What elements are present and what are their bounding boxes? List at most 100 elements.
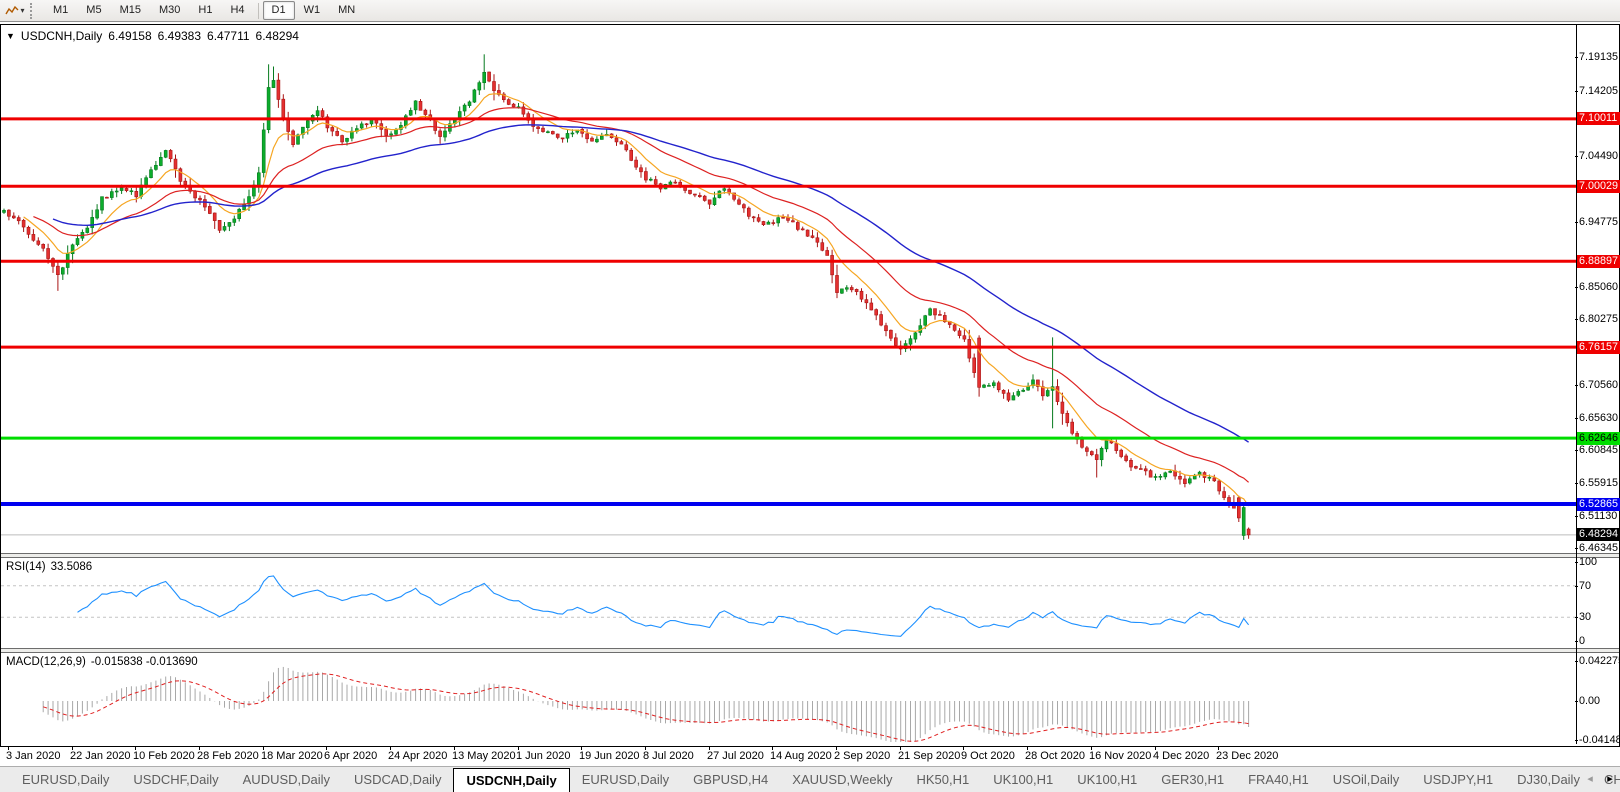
timeframe-button-w1[interactable]: W1 (303, 4, 321, 16)
date-label: 28 Oct 2020 (1025, 750, 1085, 762)
ohlc-close: 6.48294 (255, 29, 299, 43)
price-tick-label: 6.94775 (1575, 216, 1619, 228)
ohlc-open: 6.49158 (108, 29, 152, 43)
date-label: 2 Sep 2020 (834, 750, 891, 762)
timeframe-button-m1[interactable]: M1 (53, 4, 69, 16)
pane-splitter[interactable] (1, 553, 1619, 558)
chart-tab-usdchf-daily[interactable]: USDCHF,Daily (133, 772, 219, 787)
chart-tab-audusd-daily[interactable]: AUDUSD,Daily (242, 772, 331, 787)
date-label: 6 Apr 2020 (324, 750, 378, 762)
chart-tab-uk100-h1[interactable]: UK100,H1 (1077, 772, 1138, 787)
scroll-tabs-left-icon[interactable]: ◂ (1587, 773, 1593, 785)
toolbar-grip[interactable] (30, 2, 37, 19)
chart-tab-fra40-h1[interactable]: FRA40,H1 (1248, 772, 1309, 787)
timeframe-button-mn[interactable]: MN (338, 4, 356, 16)
timeframe-button-d1[interactable]: D1 (262, 1, 295, 20)
price-tick-label: 6.46345 (1575, 542, 1619, 554)
price-tick-label: 6.55915 (1575, 477, 1619, 489)
ohlc-high: 6.49383 (157, 29, 202, 43)
rsi-indicator-pane[interactable] (1, 558, 1576, 648)
chart-tab-usdcnh-daily[interactable]: USDCNH,Daily (453, 768, 570, 792)
timeframe-toolbar: ▾ M1 M5 M15 M30 H1 H4 D1 W1 MN (0, 0, 1620, 22)
candlestick-chart[interactable] (1, 25, 1576, 553)
timeframe-buttons: M1 M5 M15 M30 H1 H4 D1 W1 MN (44, 1, 364, 20)
scroll-tabs-right-icon[interactable]: ▸ (1607, 773, 1613, 785)
hline-price-badge: 6.62646 (1577, 432, 1620, 445)
chart-indicator-icon[interactable]: ▾ (4, 2, 26, 20)
chart-tab-gbpusd-h4[interactable]: GBPUSD,H4 (693, 772, 769, 787)
hline-price-badge: 7.10011 (1577, 112, 1620, 125)
rsi-tick-label: 0 (1575, 635, 1619, 647)
time-tick (772, 747, 773, 750)
time-scale[interactable]: 3 Jan 2020 22 Jan 2020 10 Feb 2020 28 Feb 2… (0, 747, 1620, 765)
pane-splitter[interactable] (1, 648, 1619, 653)
date-label: 10 Feb 2020 (133, 750, 195, 762)
time-tick (1091, 747, 1092, 750)
time-tick (263, 747, 264, 750)
chart-window: ▼ USDCNH,Daily 6.49158 6.49383 6.47711 6… (0, 24, 1620, 747)
timeframe-button-h1[interactable]: H1 (198, 4, 213, 16)
time-tick (1027, 747, 1028, 750)
rsi-tick-label: 30 (1575, 611, 1619, 623)
symbol-caret-icon[interactable]: ▼ (6, 31, 15, 41)
time-tick (1218, 747, 1219, 750)
date-label: 8 Jul 2020 (643, 750, 694, 762)
date-label: 19 Jun 2020 (579, 750, 640, 762)
rsi-name: RSI(14) (6, 561, 46, 573)
chart-tab-usdjpy-h1[interactable]: USDJPY,H1 (1423, 772, 1494, 787)
price-tick-label: 7.04490 (1575, 150, 1619, 162)
chart-tab-usdcad-daily[interactable]: USDCAD,Daily (354, 772, 442, 787)
time-tick (581, 747, 582, 750)
zigzag-icon (5, 5, 19, 14)
hline-price-badge: 6.52865 (1577, 498, 1620, 511)
hline-price-badge: 6.76157 (1577, 341, 1620, 354)
time-tick (836, 747, 837, 750)
chart-tab-hk50-h1[interactable]: HK50,H1 (916, 772, 970, 787)
time-tick (518, 747, 519, 750)
macd-indicator-pane[interactable] (1, 653, 1576, 744)
time-tick (72, 747, 73, 750)
time-tick (454, 747, 455, 750)
date-label: 13 May 2020 (452, 750, 516, 762)
timeframe-button-m15[interactable]: M15 (119, 4, 141, 16)
ohlc-low: 6.47711 (207, 29, 250, 43)
time-tick (8, 747, 9, 750)
macd-name: MACD(12,26,9) (6, 656, 86, 668)
date-label: 4 Dec 2020 (1153, 750, 1210, 762)
timeframe-button-h4[interactable]: H4 (230, 4, 245, 16)
date-label: 21 Sep 2020 (898, 750, 961, 762)
chart-tab-eurusd-daily[interactable]: EURUSD,Daily (581, 772, 670, 787)
time-tick (1155, 747, 1156, 750)
date-label: 14 Aug 2020 (770, 750, 832, 762)
rsi-tick-label: 100 (1575, 556, 1619, 568)
price-tick-label: 6.85060 (1575, 281, 1619, 293)
macd-values: -0.015838 -0.013690 (90, 656, 198, 668)
time-tick (963, 747, 964, 750)
macd-tick-label: 0.00 (1575, 695, 1619, 707)
chart-tab-dj30-daily[interactable]: DJ30,Daily (1517, 772, 1580, 787)
time-tick (326, 747, 327, 750)
price-tick-label: 6.51130 (1575, 510, 1618, 522)
chart-tab-uk100-h1[interactable]: UK100,H1 (993, 772, 1054, 787)
chart-tab-eurusd-daily[interactable]: EURUSD,Daily (22, 772, 110, 787)
date-label: 28 Feb 2020 (197, 750, 259, 762)
timeframe-button-m30[interactable]: M30 (158, 4, 181, 16)
macd-tick-label: 0.042275 (1575, 655, 1620, 667)
time-tick (390, 747, 391, 750)
time-tick (900, 747, 901, 750)
chart-tab-usoil-daily[interactable]: USOil,Daily (1332, 772, 1400, 787)
chart-tab-china300-h1[interactable]: CHINA300,H1 (1603, 772, 1620, 787)
macd-label: MACD(12,26,9) -0.015838 -0.013690 (6, 656, 198, 668)
rsi-label: RSI(14) 33.5086 (6, 561, 92, 573)
timeframe-button-m5[interactable]: M5 (86, 4, 102, 16)
tab-scroll-arrows: ◂ ▸ (1583, 770, 1617, 788)
macd-tick-label: -0.04148 (1575, 734, 1620, 746)
chart-tab-bar: EURUSD,Daily USDCHF,Daily AUDUSD,Daily USDC… (0, 766, 1620, 792)
rsi-value: 33.5086 (50, 561, 93, 573)
time-tick (709, 747, 710, 750)
chart-tab-ger30-h1[interactable]: GER30,H1 (1161, 772, 1225, 787)
rsi-tick-label: 70 (1575, 580, 1619, 592)
chart-tab-xauusd-weekly[interactable]: XAUUSD,Weekly (792, 772, 893, 787)
date-label: 16 Nov 2020 (1089, 750, 1152, 762)
